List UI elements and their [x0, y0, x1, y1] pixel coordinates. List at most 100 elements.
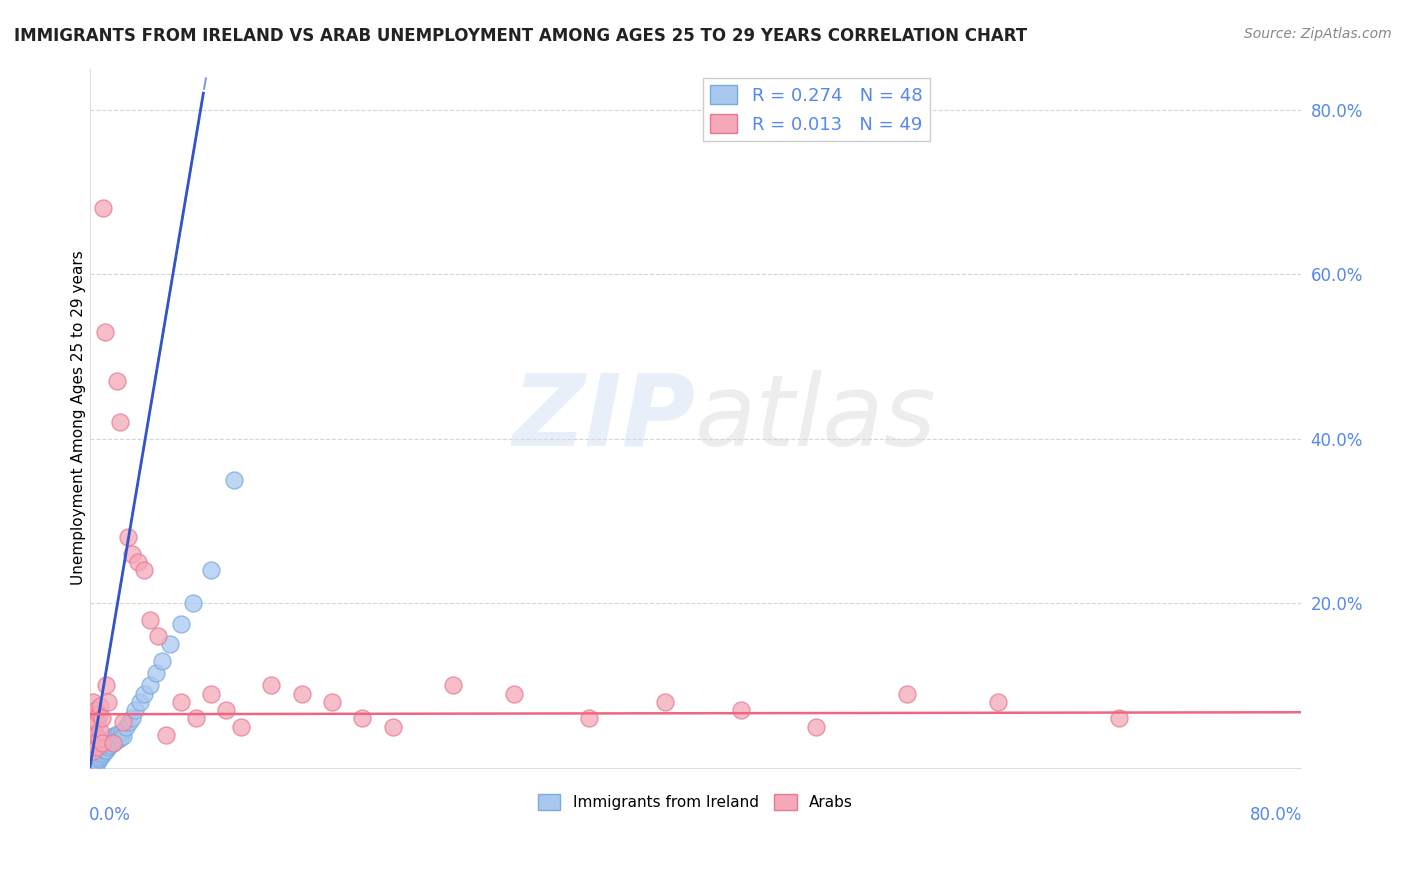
- Point: [93, 746, 115, 760]
- Text: Source: ZipAtlas.com: Source: ZipAtlas.com: [1244, 27, 1392, 41]
- Point: [80, 720, 103, 734]
- Point: [100, 731, 122, 746]
- Point: [111, 724, 134, 739]
- Point: [896, 687, 918, 701]
- Point: [87, 731, 110, 746]
- Text: 80.0%: 80.0%: [1250, 806, 1302, 824]
- Point: [159, 637, 181, 651]
- Point: [82, 757, 104, 772]
- Point: [82, 744, 104, 758]
- Point: [139, 678, 162, 692]
- Point: [105, 374, 128, 388]
- Point: [806, 720, 828, 734]
- Point: [103, 734, 125, 748]
- Point: [222, 473, 245, 487]
- Point: [80, 756, 103, 771]
- Point: [98, 739, 121, 753]
- Point: [86, 740, 108, 755]
- Point: [84, 754, 107, 768]
- Point: [441, 678, 464, 692]
- Point: [127, 555, 149, 569]
- Point: [128, 695, 150, 709]
- Point: [86, 715, 108, 730]
- Point: [91, 748, 114, 763]
- Point: [169, 695, 191, 709]
- Point: [155, 728, 177, 742]
- Point: [83, 736, 105, 750]
- Point: [89, 698, 111, 713]
- Point: [730, 703, 752, 717]
- Point: [112, 715, 135, 730]
- Point: [118, 715, 141, 730]
- Point: [134, 687, 156, 701]
- Point: [93, 202, 115, 216]
- Point: [97, 695, 120, 709]
- Point: [83, 758, 105, 772]
- Point: [83, 711, 105, 725]
- Point: [101, 736, 124, 750]
- Point: [89, 750, 111, 764]
- Point: [82, 695, 104, 709]
- Point: [94, 744, 117, 758]
- Point: [84, 748, 107, 763]
- Point: [231, 720, 253, 734]
- Point: [200, 687, 222, 701]
- Legend: Immigrants from Ireland, Arabs: Immigrants from Ireland, Arabs: [531, 788, 859, 816]
- Point: [1108, 711, 1130, 725]
- Point: [101, 730, 124, 744]
- Point: [152, 654, 174, 668]
- Point: [87, 744, 110, 758]
- Text: 0.0%: 0.0%: [89, 806, 131, 824]
- Point: [124, 703, 146, 717]
- Text: atlas: atlas: [695, 369, 936, 467]
- Point: [184, 711, 207, 725]
- Point: [86, 756, 108, 770]
- Point: [352, 711, 374, 725]
- Point: [145, 666, 167, 681]
- Text: ZIP: ZIP: [512, 369, 695, 467]
- Point: [260, 678, 283, 692]
- Point: [96, 678, 118, 692]
- Point: [200, 563, 222, 577]
- Point: [381, 720, 404, 734]
- Point: [89, 723, 111, 738]
- Point: [89, 742, 111, 756]
- Point: [82, 752, 104, 766]
- Point: [94, 736, 117, 750]
- Point: [146, 629, 169, 643]
- Point: [215, 703, 238, 717]
- Point: [97, 732, 120, 747]
- Point: [181, 596, 204, 610]
- Point: [134, 563, 156, 577]
- Point: [91, 736, 114, 750]
- Point: [115, 720, 138, 734]
- Point: [94, 325, 117, 339]
- Point: [84, 703, 107, 717]
- Point: [107, 726, 129, 740]
- Y-axis label: Unemployment Among Ages 25 to 29 years: Unemployment Among Ages 25 to 29 years: [72, 251, 86, 585]
- Point: [91, 740, 114, 755]
- Text: IMMIGRANTS FROM IRELAND VS ARAB UNEMPLOYMENT AMONG AGES 25 TO 29 YEARS CORRELATI: IMMIGRANTS FROM IRELAND VS ARAB UNEMPLOY…: [14, 27, 1028, 45]
- Point: [108, 731, 131, 745]
- Point: [87, 707, 110, 722]
- Point: [101, 736, 124, 750]
- Point: [108, 415, 131, 429]
- Point: [139, 613, 162, 627]
- Point: [96, 742, 118, 756]
- Point: [83, 751, 105, 765]
- Point: [321, 695, 343, 709]
- Point: [87, 752, 110, 766]
- Point: [96, 734, 118, 748]
- Point: [654, 695, 676, 709]
- Point: [97, 740, 120, 755]
- Point: [502, 687, 524, 701]
- Point: [86, 746, 108, 760]
- Point: [93, 738, 115, 752]
- Point: [117, 530, 139, 544]
- Point: [105, 732, 128, 747]
- Point: [112, 730, 135, 744]
- Point: [578, 711, 600, 725]
- Point: [169, 616, 191, 631]
- Point: [121, 547, 143, 561]
- Point: [91, 711, 114, 725]
